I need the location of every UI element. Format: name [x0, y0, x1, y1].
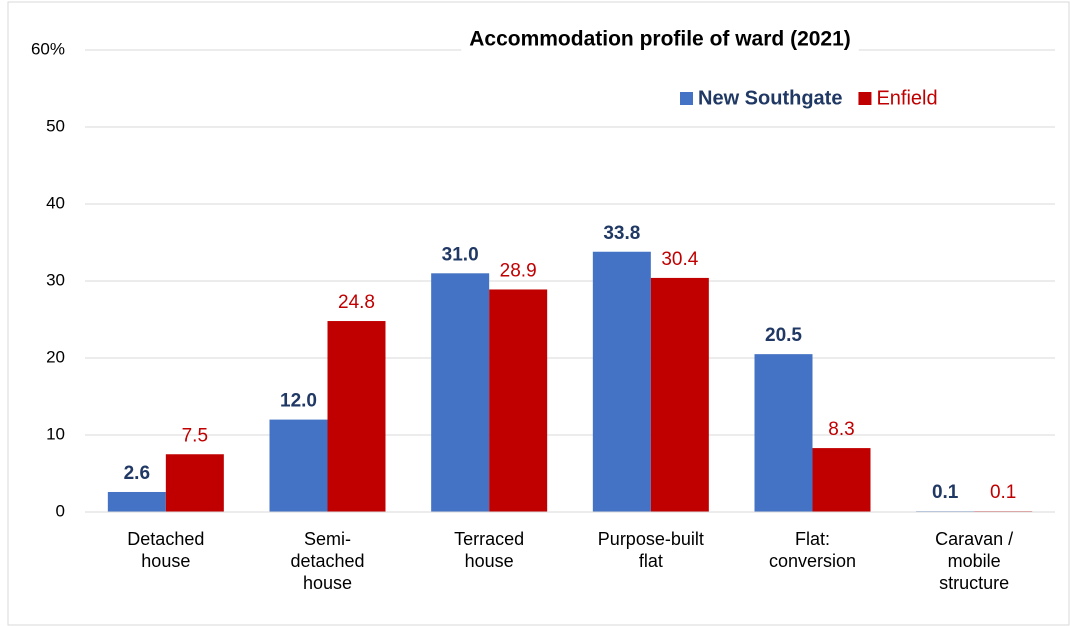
- data-label: 28.9: [500, 260, 537, 281]
- legend-swatch: [680, 92, 693, 105]
- legend-swatch: [858, 92, 872, 105]
- data-label: 7.5: [182, 425, 208, 446]
- x-tick-label: Terraced house: [454, 529, 525, 571]
- data-label: 0.1: [932, 482, 959, 503]
- y-tick-label: 10: [46, 424, 65, 443]
- data-label: 24.8: [338, 292, 375, 313]
- bar: [650, 277, 709, 512]
- bar: [754, 354, 813, 512]
- bar: [327, 321, 386, 512]
- bar: [269, 419, 328, 512]
- legend-label: New Southgate: [698, 87, 842, 109]
- data-label: 12.0: [280, 391, 317, 412]
- data-label: 8.3: [828, 419, 854, 440]
- y-tick-label: 40: [46, 193, 65, 212]
- bar: [165, 454, 224, 512]
- y-tick-label: 0: [56, 501, 65, 520]
- bar: [592, 251, 651, 513]
- y-tick-label: 20: [46, 347, 65, 366]
- data-label: 2.6: [124, 463, 150, 484]
- data-label: 30.4: [661, 249, 698, 270]
- x-tick-label: Flat: conversion: [768, 529, 857, 571]
- x-tick-label: Detached house: [127, 529, 205, 571]
- bar: [812, 448, 871, 512]
- y-tick-label: 60%: [31, 39, 65, 58]
- y-tick-label: 50: [46, 116, 65, 135]
- x-tick-label: Caravan / mobile structure: [935, 529, 1014, 593]
- legend-label: Enfield: [876, 87, 937, 109]
- chart-title: Accommodation profile of ward (2021): [469, 28, 851, 51]
- x-tick-label: Purpose-built flat: [597, 529, 704, 571]
- title-background: [461, 25, 859, 53]
- data-label: 31.0: [442, 244, 479, 265]
- chart-border: [7, 1, 1070, 626]
- y-tick-label: 30: [46, 270, 65, 289]
- bar: [107, 491, 166, 512]
- data-label: 20.5: [765, 325, 802, 346]
- data-label: 0.1: [990, 482, 1016, 503]
- x-tick-label: Semi-detached house: [290, 529, 365, 593]
- bar: [431, 273, 490, 512]
- bar: [489, 289, 548, 512]
- data-label: 33.8: [603, 223, 640, 244]
